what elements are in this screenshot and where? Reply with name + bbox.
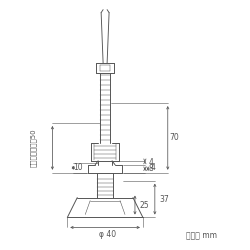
- Text: 37: 37: [160, 194, 170, 203]
- Text: 8: 8: [149, 164, 154, 173]
- Text: 25: 25: [140, 200, 149, 209]
- Text: φ 40: φ 40: [98, 230, 116, 239]
- Text: 単位： mm: 単位： mm: [186, 231, 218, 240]
- Text: 70: 70: [169, 134, 178, 142]
- Text: 4: 4: [150, 163, 155, 172]
- Text: 最大ストローク50: 最大ストローク50: [30, 128, 37, 167]
- Text: 4: 4: [149, 158, 154, 167]
- Text: 10: 10: [74, 163, 83, 172]
